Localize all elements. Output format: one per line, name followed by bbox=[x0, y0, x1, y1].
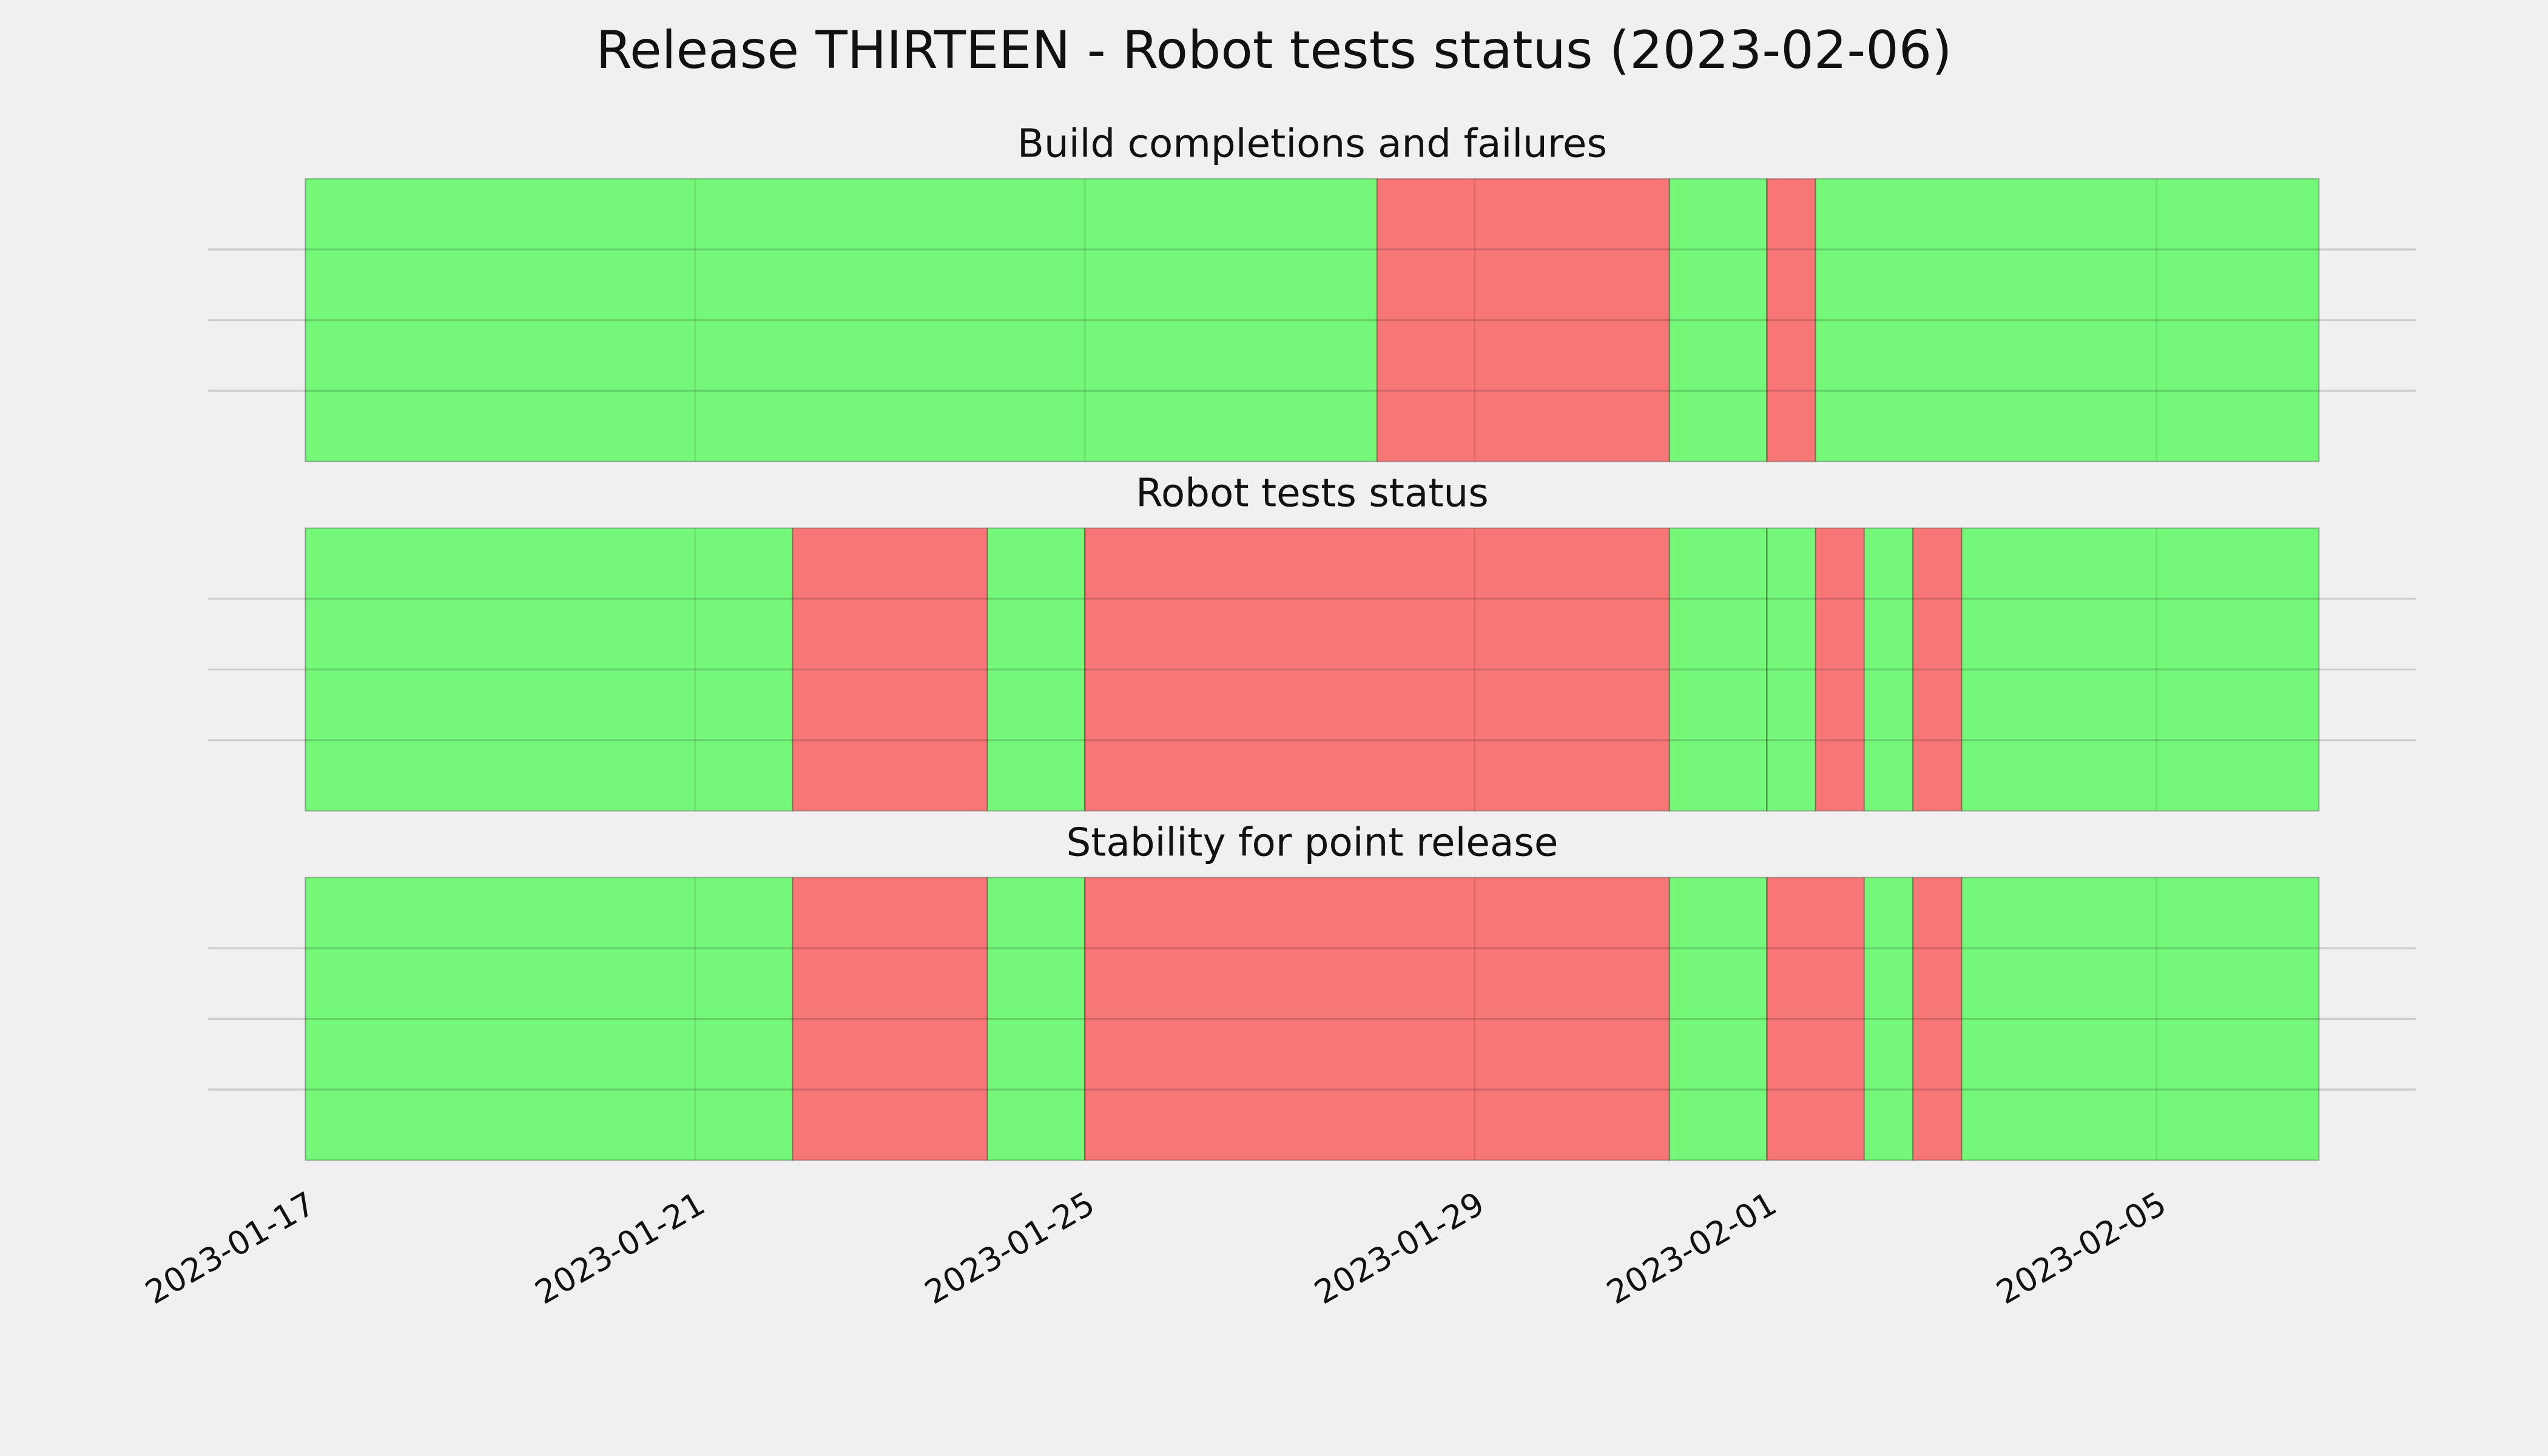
status-segment bbox=[1863, 527, 1914, 812]
status-segment bbox=[1766, 527, 1816, 812]
subplot-title: Build completions and failures bbox=[1017, 121, 1607, 167]
status-segment bbox=[1815, 178, 2320, 462]
status-segment bbox=[1961, 527, 2320, 812]
status-segment bbox=[1961, 877, 2320, 1161]
status-segment bbox=[1376, 178, 1670, 462]
status-segment bbox=[305, 877, 794, 1161]
status-segment bbox=[1668, 527, 1768, 812]
status-segment bbox=[1863, 877, 1914, 1161]
status-segment bbox=[1912, 527, 1963, 812]
status-segment bbox=[1766, 877, 1866, 1161]
status-segment bbox=[1084, 527, 1670, 812]
status-segment bbox=[1815, 527, 1866, 812]
status-segment bbox=[1766, 178, 1816, 462]
status-segment bbox=[305, 527, 794, 812]
status-segment bbox=[1668, 877, 1768, 1161]
chart-title: Release THIRTEEN - Robot tests status (2… bbox=[596, 20, 1952, 81]
status-segment bbox=[1912, 877, 1963, 1161]
status-segment bbox=[1668, 178, 1768, 462]
subplot-title: Robot tests status bbox=[1136, 471, 1489, 516]
subplot-title: Stability for point release bbox=[1067, 820, 1559, 865]
status-segment bbox=[792, 877, 988, 1161]
status-segment bbox=[305, 178, 1378, 462]
status-segment bbox=[986, 877, 1086, 1161]
status-segment bbox=[792, 527, 988, 812]
status-segment bbox=[1084, 877, 1670, 1161]
status-segment bbox=[986, 527, 1086, 812]
